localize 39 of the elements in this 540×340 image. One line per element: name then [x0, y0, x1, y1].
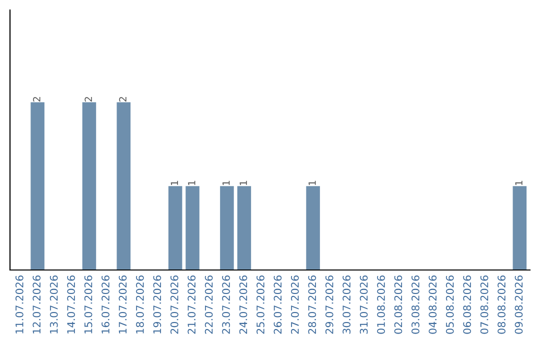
x-tick-label: 14.07.2026 — [67, 276, 76, 334]
data-label: 1 — [188, 180, 196, 186]
x-tick-label: 02.08.2026 — [394, 276, 402, 334]
x-tick-label: 27.07.2026 — [290, 276, 299, 334]
x-tick-label: 24.07.2026 — [239, 276, 248, 334]
x-tick-label: 30.07.2026 — [342, 276, 351, 334]
data-label: 2 — [84, 97, 92, 102]
x-tick-label: 31.07.2026 — [360, 276, 368, 334]
x-tick-label: 22.07.2026 — [204, 276, 213, 334]
x-tick-label: 26.07.2026 — [274, 276, 282, 334]
x-tick-label: 25.07.2026 — [256, 276, 264, 334]
x-tick-label: 03.08.2026 — [412, 276, 420, 334]
x-tick-label: 20.07.2026 — [170, 276, 178, 334]
x-tick-label: 11.07.2026 — [15, 276, 24, 334]
data-label: 1 — [170, 180, 178, 186]
x-tick-label: 13.07.2026 — [50, 276, 58, 334]
data-label: 1 — [515, 180, 522, 186]
x-tick-label: 28.07.2026 — [308, 276, 316, 334]
x-tick-label: 01.08.2026 — [377, 276, 385, 334]
x-tick-label: 23.07.2026 — [222, 276, 230, 334]
x-tick-label: 08.08.2026 — [498, 276, 506, 334]
x-tick-label: 16.07.2026 — [102, 276, 110, 334]
x-tick-label: 17.07.2026 — [118, 276, 127, 334]
x-tick-label: 09.08.2026 — [514, 276, 523, 334]
x-tick-label: 18.07.2026 — [136, 276, 144, 334]
x-tick-label: 05.08.2026 — [446, 276, 454, 334]
x-tick-label: 12.07.2026 — [32, 276, 41, 334]
x-tick-label: 29.07.2026 — [325, 276, 334, 334]
data-label: 1 — [308, 180, 316, 186]
data-label: 1 — [240, 180, 247, 186]
x-tick-label: 04.08.2026 — [428, 276, 437, 334]
data-label: 2 — [33, 97, 40, 102]
x-tick-label: 15.07.2026 — [84, 276, 92, 334]
x-tick-label: 21.07.2026 — [188, 276, 196, 334]
data-label: 1 — [222, 180, 230, 186]
data-label: 2 — [119, 97, 126, 102]
x-tick-label: 19.07.2026 — [153, 276, 162, 334]
x-tick-label: 07.08.2026 — [480, 276, 488, 334]
x-tick-label: 06.08.2026 — [463, 276, 472, 334]
